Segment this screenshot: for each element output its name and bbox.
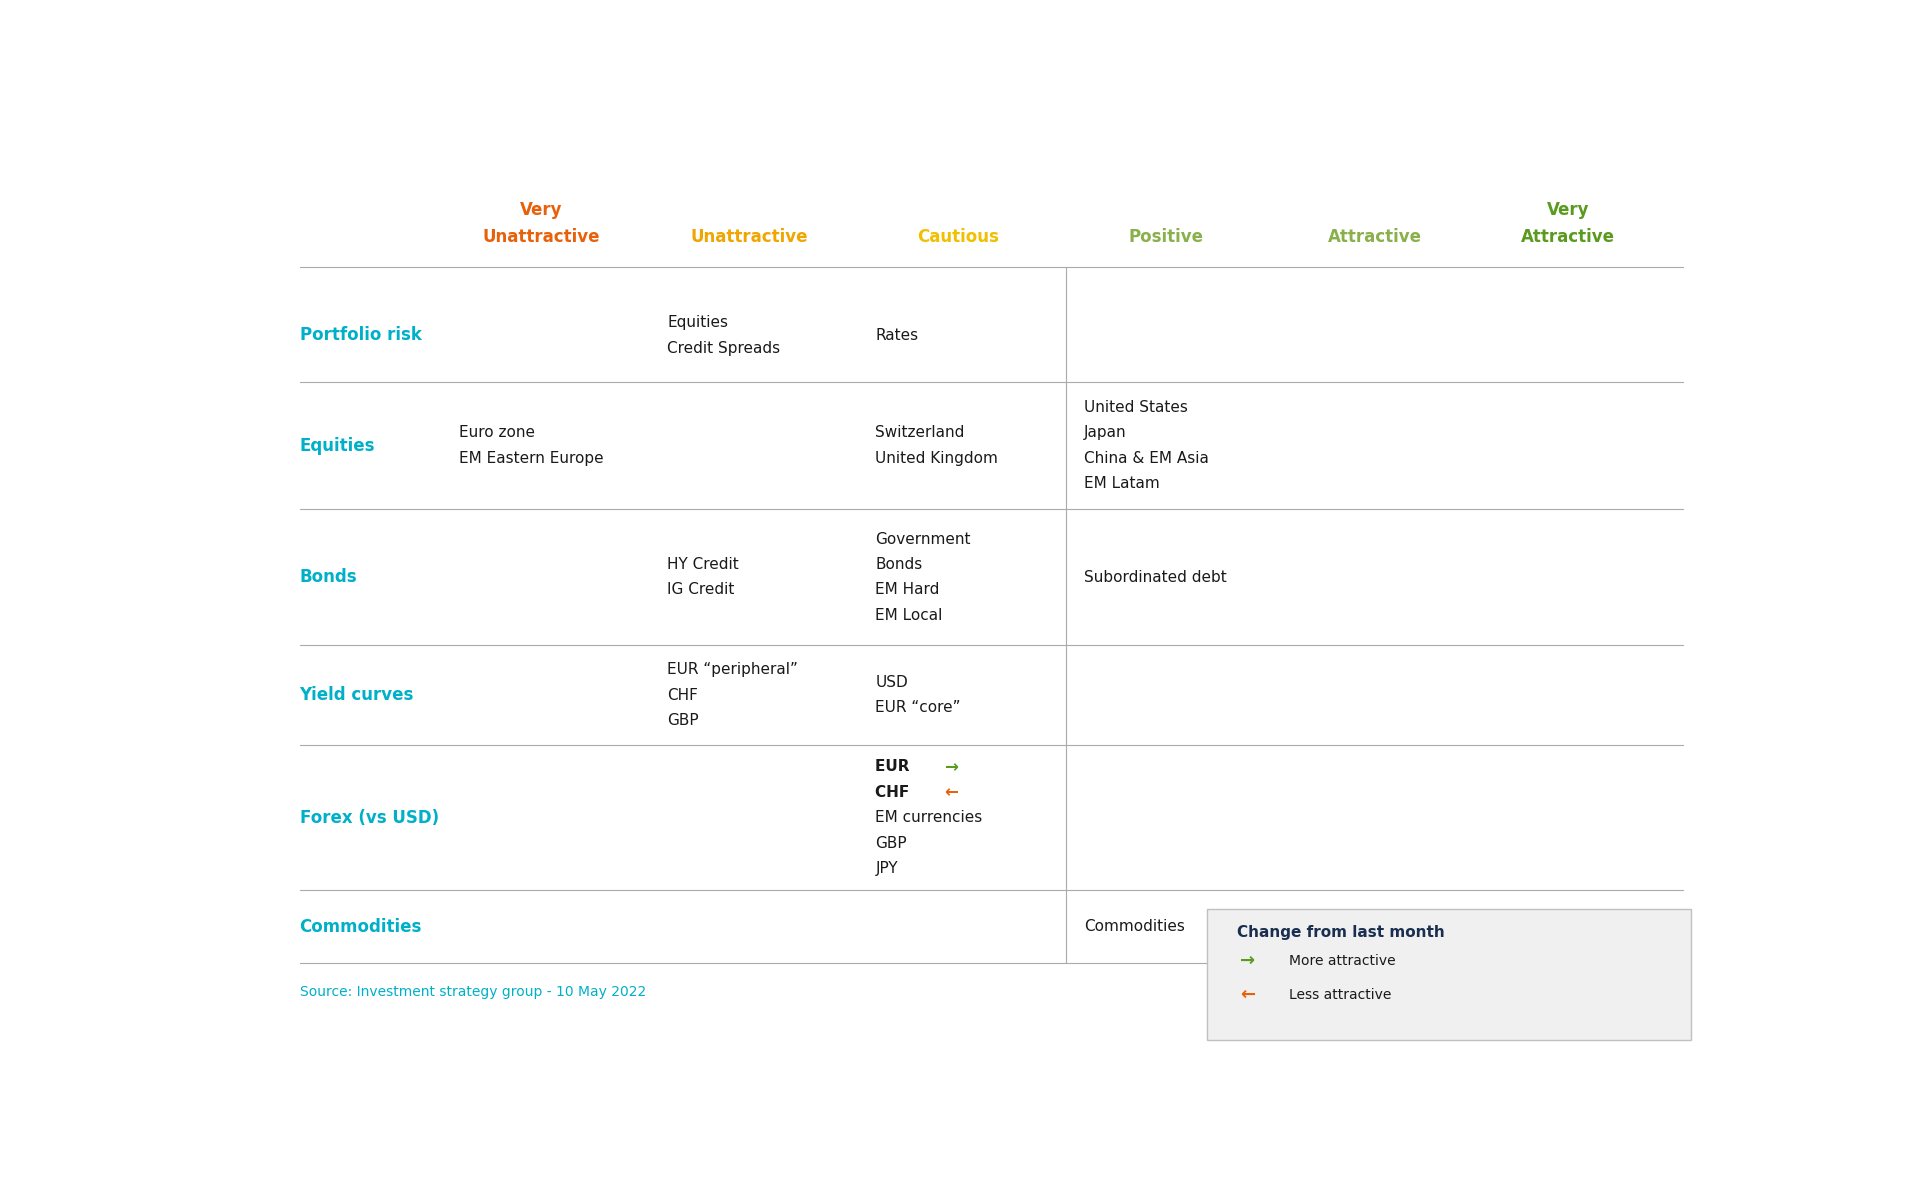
Text: EUR “peripheral”: EUR “peripheral” bbox=[666, 663, 799, 678]
Text: Euro zone: Euro zone bbox=[459, 426, 536, 441]
Text: Gold: Gold bbox=[1292, 920, 1327, 934]
Text: Portfolio risk: Portfolio risk bbox=[300, 327, 420, 344]
Text: Attractive: Attractive bbox=[1327, 228, 1421, 246]
Text: EUR “core”: EUR “core” bbox=[876, 700, 960, 716]
Text: JPY: JPY bbox=[876, 861, 899, 876]
Text: Japan: Japan bbox=[1083, 426, 1127, 441]
FancyBboxPatch shape bbox=[1208, 909, 1692, 1040]
Text: Commodities: Commodities bbox=[300, 917, 422, 936]
Text: ←: ← bbox=[1240, 986, 1256, 1003]
Text: Subordinated debt: Subordinated debt bbox=[1083, 569, 1227, 585]
Text: Bonds: Bonds bbox=[300, 568, 357, 586]
Text: Attractive: Attractive bbox=[1521, 228, 1615, 246]
Text: ←: ← bbox=[945, 783, 958, 802]
Text: Unattractive: Unattractive bbox=[691, 228, 808, 246]
Text: Cautious: Cautious bbox=[918, 228, 998, 246]
Text: →: → bbox=[1240, 953, 1256, 970]
Text: GBP: GBP bbox=[876, 836, 906, 851]
Text: Commodities: Commodities bbox=[1083, 920, 1185, 934]
Text: Very: Very bbox=[1548, 200, 1590, 218]
Text: CHF: CHF bbox=[666, 687, 699, 703]
Text: United States: United States bbox=[1083, 400, 1188, 415]
Text: Rates: Rates bbox=[876, 328, 918, 343]
Text: Change from last month: Change from last month bbox=[1236, 926, 1444, 940]
Text: IG Credit: IG Credit bbox=[666, 582, 735, 598]
Text: Unattractive: Unattractive bbox=[482, 228, 601, 246]
Text: United Kingdom: United Kingdom bbox=[876, 450, 998, 466]
Text: →: → bbox=[945, 758, 958, 776]
Text: Less attractive: Less attractive bbox=[1288, 988, 1392, 1002]
Text: Government: Government bbox=[876, 532, 972, 547]
Text: Positive: Positive bbox=[1129, 228, 1204, 246]
Text: Yield curves: Yield curves bbox=[300, 686, 415, 704]
Text: More attractive: More attractive bbox=[1288, 954, 1396, 968]
Text: Equities: Equities bbox=[666, 315, 728, 330]
Text: Very: Very bbox=[520, 200, 563, 218]
Text: Bonds: Bonds bbox=[876, 556, 924, 572]
Text: EM Local: EM Local bbox=[876, 608, 943, 623]
Text: EM Hard: EM Hard bbox=[876, 582, 939, 598]
Text: EUR: EUR bbox=[876, 759, 916, 775]
Text: Switzerland: Switzerland bbox=[876, 426, 964, 441]
Text: EM Latam: EM Latam bbox=[1083, 476, 1160, 492]
Text: USD: USD bbox=[876, 676, 908, 690]
Text: EM Eastern Europe: EM Eastern Europe bbox=[459, 450, 603, 466]
Text: HY Credit: HY Credit bbox=[666, 556, 739, 572]
Text: CHF: CHF bbox=[876, 785, 914, 799]
Text: GBP: GBP bbox=[666, 713, 699, 729]
Text: Source: Investment strategy group - 10 May 2022: Source: Investment strategy group - 10 M… bbox=[300, 986, 645, 1000]
Text: EM currencies: EM currencies bbox=[876, 810, 983, 825]
Text: Credit Spreads: Credit Spreads bbox=[666, 341, 780, 356]
Text: Forex (vs USD): Forex (vs USD) bbox=[300, 809, 438, 826]
Text: Equities: Equities bbox=[300, 436, 374, 455]
Text: China & EM Asia: China & EM Asia bbox=[1083, 450, 1208, 466]
